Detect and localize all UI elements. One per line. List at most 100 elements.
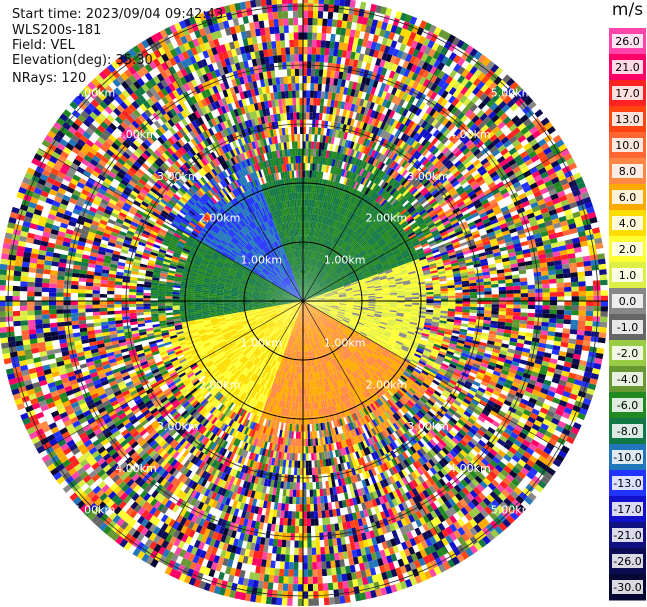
range-gate: [357, 151, 363, 160]
range-gate: [350, 103, 356, 112]
range-gate: [578, 305, 587, 311]
range-gate: [350, 22, 357, 31]
range-gate: [303, 46, 308, 55]
range-gate: [343, 169, 348, 178]
range-gate: [335, 27, 342, 35]
range-gate: [310, 148, 314, 157]
range-gate: [600, 290, 608, 296]
range-gate: [355, 143, 361, 151]
range-gate: [599, 274, 608, 281]
range-gate: [484, 287, 492, 292]
range-gate: [379, 44, 386, 53]
range-gate: [307, 177, 310, 185]
range-gate: [392, 72, 400, 81]
range-gate: [506, 304, 514, 309]
range-gate: [313, 192, 317, 201]
range-gate: [352, 157, 358, 166]
range-gate: [303, 279, 305, 287]
range-gate: [346, 21, 353, 30]
range-gate: [337, 115, 343, 124]
range-gate: [325, 113, 330, 122]
range-gate: [308, 243, 311, 251]
range-gate: [310, 192, 313, 200]
range-gate: [584, 270, 593, 277]
range-gate: [313, 267, 318, 275]
range-gate: [303, 148, 306, 156]
range-gate: [339, 86, 345, 95]
range-gate: [404, 29, 412, 39]
range-gate: [395, 10, 403, 20]
range-gate: [321, 25, 328, 34]
range-gate: [419, 294, 427, 297]
range-gate: [305, 134, 309, 142]
range-gate: [307, 280, 310, 288]
range-gate: [317, 127, 322, 135]
range-gate: [484, 294, 492, 298]
range-gate: [303, 3, 309, 11]
range-gate: [366, 40, 373, 49]
range-gate: [578, 296, 587, 301]
range-gate: [419, 296, 427, 299]
range-gate: [337, 198, 342, 207]
range-gate: [600, 311, 608, 317]
range-gate: [321, 33, 327, 41]
range-gate: [321, 216, 325, 224]
range-gate: [326, 172, 331, 181]
range-gate: [310, 273, 314, 281]
range-gate: [303, 294, 306, 301]
range-gate: [342, 124, 347, 132]
range-gate: [369, 101, 375, 110]
range-gate: [314, 68, 320, 77]
range-gate: [388, 70, 396, 79]
range-gate: [344, 0, 351, 7]
range-gate: [332, 212, 337, 220]
range-gate: [307, 170, 310, 178]
range-gate: [308, 221, 310, 229]
range-gate: [527, 280, 535, 286]
range-gate: [324, 142, 328, 151]
range-gate: [376, 20, 384, 29]
range-gate: [314, 229, 317, 237]
range-gate: [318, 222, 321, 231]
range-gate: [329, 218, 333, 226]
range-gate: [585, 320, 593, 327]
range-gate: [329, 211, 334, 219]
range-gate: [358, 31, 366, 40]
range-gate: [306, 184, 310, 193]
range-gate: [334, 70, 340, 79]
range-gate: [491, 294, 499, 298]
range-gate: [339, 146, 345, 154]
range-gate: [447, 308, 456, 312]
range-gate: [333, 151, 338, 160]
range-gate: [344, 139, 349, 148]
range-gate: [378, 13, 386, 22]
range-gate: [319, 230, 323, 239]
range-gate: [387, 62, 395, 71]
range-gate: [305, 272, 307, 280]
range-gate: [343, 102, 349, 110]
range-gate: [304, 286, 306, 294]
range-gate: [315, 252, 318, 260]
range-gate: [365, 77, 371, 86]
range-gate: [332, 85, 338, 93]
range-gate: [316, 98, 321, 106]
range-gate: [348, 95, 354, 104]
range-gate: [338, 42, 344, 50]
range-gate: [370, 3, 377, 13]
range-gate: [484, 310, 492, 315]
range-gate: [448, 303, 456, 307]
range-gate: [308, 280, 312, 288]
range-gate: [312, 156, 316, 164]
range-gate: [345, 124, 350, 133]
range-gate: [484, 307, 492, 311]
range-gate: [528, 304, 536, 310]
range-gate: [309, 163, 313, 171]
range-gate: [316, 252, 320, 260]
range-gate: [321, 120, 326, 128]
range-gate: [312, 244, 316, 252]
range-gate: [571, 291, 579, 297]
range-gate: [322, 247, 326, 255]
range-gate: [323, 216, 327, 225]
range-gate: [350, 164, 355, 173]
range-gate: [392, 48, 400, 57]
